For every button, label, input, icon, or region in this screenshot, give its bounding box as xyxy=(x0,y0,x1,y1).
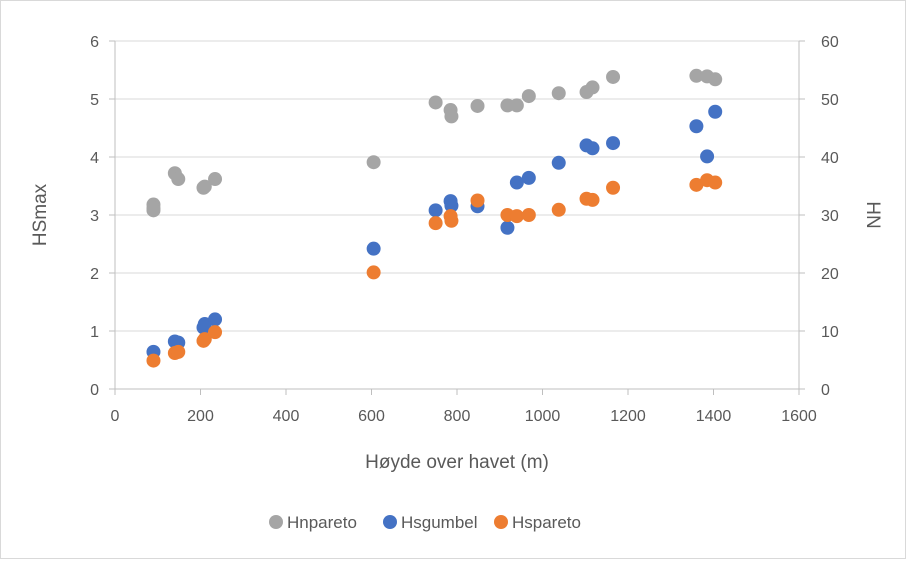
x-tick-label: 800 xyxy=(444,408,471,425)
y-tick-label: 0 xyxy=(90,382,99,399)
y-tick-label: 1 xyxy=(90,324,99,341)
y-tick-label: 6 xyxy=(90,34,99,51)
legend-marker-hsgumbel xyxy=(383,515,397,529)
y-axis-title: HSmax xyxy=(30,183,51,246)
data-point-hnpareto xyxy=(146,203,160,217)
data-point-hspareto xyxy=(367,265,381,279)
data-point-hnpareto xyxy=(522,89,536,103)
data-point-hspareto xyxy=(146,354,160,368)
data-point-hspareto xyxy=(586,193,600,207)
data-point-hsgumbel xyxy=(552,156,566,170)
legend-label: Hnpareto xyxy=(287,513,357,532)
data-point-hsgumbel xyxy=(606,136,620,150)
x-tick-label: 400 xyxy=(273,408,300,425)
data-point-hnpareto xyxy=(606,70,620,84)
data-point-hsgumbel xyxy=(429,203,443,217)
data-point-hnpareto xyxy=(708,72,722,86)
data-point-hspareto xyxy=(708,176,722,190)
data-point-hsgumbel xyxy=(510,176,524,190)
y2-tick-label: 0 xyxy=(821,382,830,399)
data-point-hsgumbel xyxy=(700,149,714,163)
y2-tick-label: 30 xyxy=(821,208,839,225)
x-tick-label: 1000 xyxy=(525,408,561,425)
legend-label: Hspareto xyxy=(512,513,581,532)
data-point-hnpareto xyxy=(444,109,458,123)
x-tick-label: 1600 xyxy=(781,408,817,425)
y-tick-label: 4 xyxy=(90,150,99,167)
data-point-hspareto xyxy=(522,208,536,222)
data-point-hsgumbel xyxy=(522,171,536,185)
data-point-hspareto xyxy=(510,209,524,223)
x-tick-label: 200 xyxy=(187,408,214,425)
legend-marker-hnpareto xyxy=(269,515,283,529)
data-point-hnpareto xyxy=(429,95,443,109)
legend-label: Hsgumbel xyxy=(401,513,478,532)
x-tick-label: 0 xyxy=(111,408,120,425)
data-point-hspareto xyxy=(171,345,185,359)
data-point-hspareto xyxy=(429,216,443,230)
points-layer xyxy=(146,69,722,368)
data-point-hsgumbel xyxy=(708,105,722,119)
y2-axis-title: HN xyxy=(862,201,883,228)
data-point-hnpareto xyxy=(208,172,222,186)
data-point-hsgumbel xyxy=(689,119,703,133)
data-point-hsgumbel xyxy=(586,141,600,155)
y2-tick-label: 60 xyxy=(821,34,839,51)
data-point-hspareto xyxy=(471,194,485,208)
data-point-hsgumbel xyxy=(208,312,222,326)
x-axis-title: Høyde over havet (m) xyxy=(365,452,549,473)
data-point-hspareto xyxy=(208,325,222,339)
y-tick-label: 5 xyxy=(90,92,99,109)
data-point-hsgumbel xyxy=(500,221,514,235)
y-tick-label: 3 xyxy=(90,208,99,225)
data-point-hnpareto xyxy=(510,98,524,112)
data-point-hnpareto xyxy=(367,155,381,169)
y2-tick-label: 20 xyxy=(821,266,839,283)
x-tick-label: 1200 xyxy=(610,408,646,425)
legend-marker-hspareto xyxy=(494,515,508,529)
legend: Hnpareto Hsgumbel Hspareto xyxy=(269,513,581,532)
data-point-hnpareto xyxy=(552,86,566,100)
y2-tick-label: 10 xyxy=(821,324,839,341)
y-tick-label: 2 xyxy=(90,266,99,283)
data-point-hsgumbel xyxy=(367,242,381,256)
x-tick-label: 600 xyxy=(358,408,385,425)
data-point-hnpareto xyxy=(586,80,600,94)
data-point-hspareto xyxy=(552,203,566,217)
y2-tick-label: 40 xyxy=(821,150,839,167)
data-point-hspareto xyxy=(606,181,620,195)
data-point-hnpareto xyxy=(171,172,185,186)
data-point-hnpareto xyxy=(471,99,485,113)
y2-tick-label: 50 xyxy=(821,92,839,109)
data-point-hspareto xyxy=(444,214,458,228)
x-tick-label: 1400 xyxy=(696,408,732,425)
